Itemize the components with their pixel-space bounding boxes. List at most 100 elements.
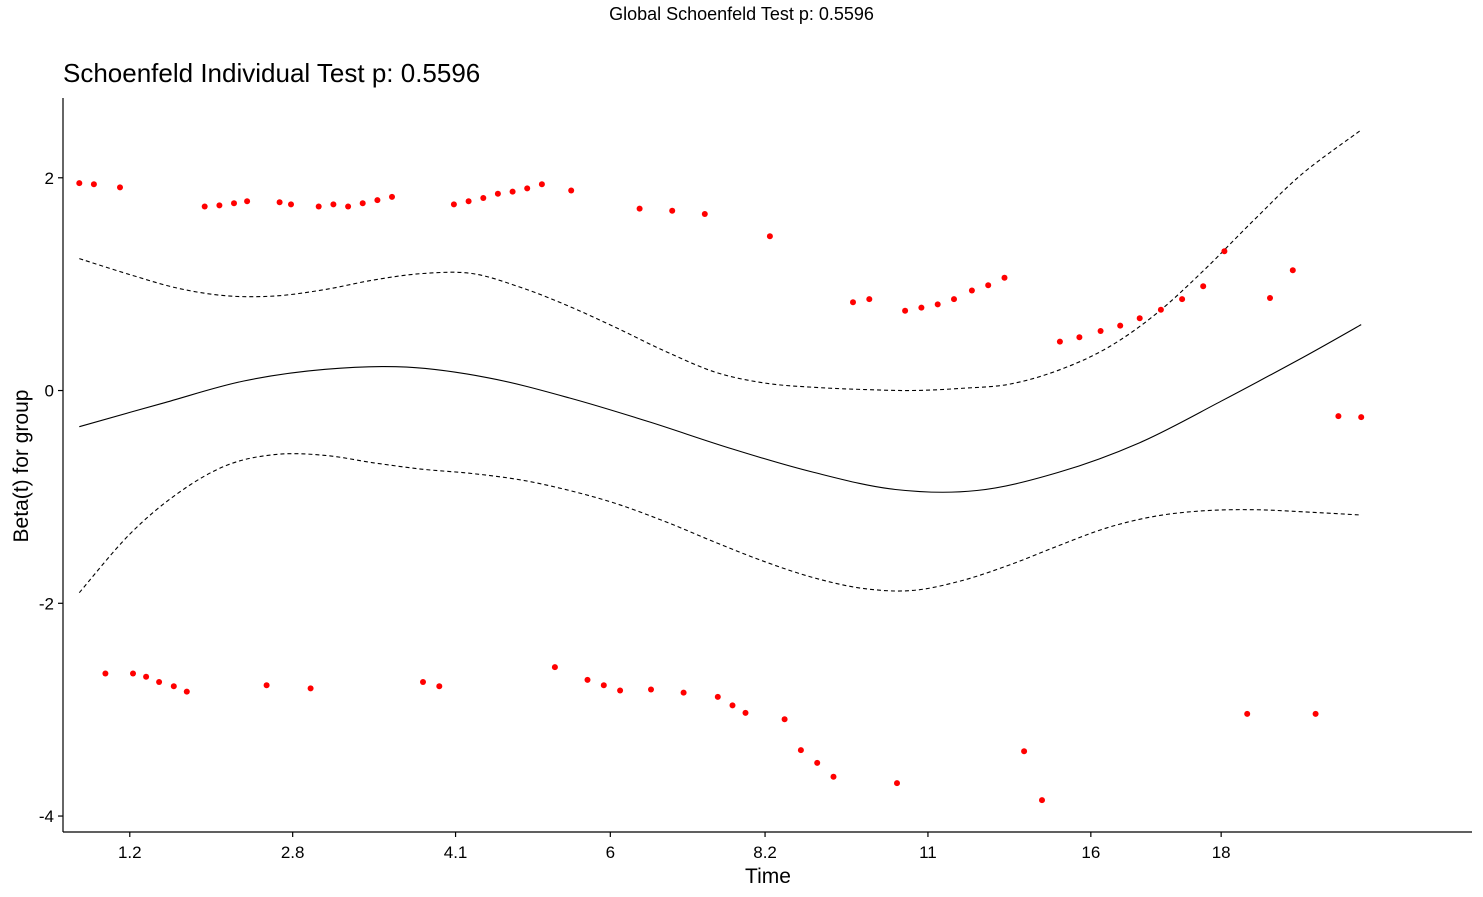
residual-point — [894, 780, 900, 787]
residual-point — [465, 198, 472, 205]
residual-point — [524, 185, 531, 192]
residual-point — [766, 233, 773, 240]
y-tick-label: 2 — [45, 169, 54, 188]
residual-point — [985, 282, 992, 289]
x-tick-label: 16 — [1081, 843, 1100, 862]
residual-point — [551, 664, 558, 671]
residual-point — [918, 304, 925, 311]
residual-point — [1221, 248, 1228, 255]
lower-confidence-band — [78, 453, 1362, 594]
residual-point — [1001, 274, 1008, 281]
x-tick-label: 1.2 — [118, 843, 142, 862]
residual-point — [330, 201, 337, 208]
residual-point — [1312, 710, 1319, 717]
x-tick-label: 2.8 — [281, 843, 305, 862]
residual-point — [648, 686, 654, 693]
residual-point — [420, 679, 426, 685]
residual-point — [1267, 295, 1273, 301]
residual-point — [1117, 322, 1124, 329]
residual-point — [729, 702, 736, 709]
residual-point — [568, 187, 575, 194]
residual-point — [1097, 328, 1104, 334]
residual-point — [117, 184, 123, 191]
residual-point — [143, 673, 150, 680]
residual-point — [183, 688, 190, 695]
residual-point — [1157, 306, 1164, 313]
residual-point — [1358, 414, 1365, 421]
residual-point — [1039, 797, 1045, 804]
y-axis-title: Beta(t) for group — [10, 390, 33, 543]
axes: 2 0 -2 -4 1.2 2.8 4.1 6 8.2 11 16 18 — [39, 98, 1472, 862]
residual-point — [315, 203, 322, 210]
residual-point — [968, 287, 975, 294]
residual-point — [345, 203, 352, 210]
residual-point — [1076, 334, 1083, 341]
residual-point — [170, 683, 177, 690]
residual-point — [156, 679, 163, 685]
residual-point — [1289, 267, 1296, 274]
y-tick-label: -4 — [39, 807, 54, 826]
residual-point — [934, 301, 941, 308]
confidence-bands — [78, 129, 1362, 594]
residual-point — [600, 682, 607, 689]
residual-point — [509, 188, 516, 195]
residual-point — [1244, 710, 1251, 717]
residual-point — [231, 200, 237, 207]
residual-point — [263, 682, 270, 689]
y-tick-label: 0 — [45, 382, 54, 401]
residual-point — [951, 296, 957, 303]
residual-point — [1335, 413, 1342, 420]
residual-point — [90, 181, 97, 188]
upper-confidence-band — [79, 129, 1362, 392]
residual-point — [436, 683, 443, 690]
residual-point — [1179, 296, 1186, 303]
residual-point — [866, 296, 873, 303]
residual-point — [830, 773, 837, 780]
residual-point — [584, 676, 591, 683]
x-axis-title: Time — [745, 865, 791, 888]
residual-point — [244, 198, 251, 205]
x-tick-label: 8.2 — [753, 843, 777, 862]
residual-point — [636, 205, 643, 212]
residual-point — [201, 203, 208, 210]
x-tick-label: 18 — [1212, 843, 1231, 862]
residual-point — [76, 180, 83, 187]
residual-point — [902, 307, 909, 314]
residual-point — [130, 670, 136, 677]
residual-point — [307, 685, 314, 692]
residual-point — [1056, 338, 1063, 345]
residual-point — [288, 201, 294, 208]
residual-point — [680, 689, 687, 696]
residual-point — [617, 687, 624, 694]
plot-title: Schoenfeld Individual Test p: 0.5596 — [63, 58, 481, 88]
y-tick-label: -2 — [39, 594, 54, 613]
residual-point — [359, 200, 366, 207]
residual-point — [389, 193, 395, 200]
residual-point — [742, 709, 749, 716]
residual-point — [374, 197, 381, 204]
residual-point — [781, 716, 788, 723]
residual-point — [814, 759, 821, 766]
residual-point — [797, 747, 804, 754]
x-tick-label: 11 — [919, 843, 937, 862]
residual-point — [1021, 748, 1028, 755]
residual-points — [76, 180, 1365, 804]
residual-point — [450, 201, 457, 208]
residual-point — [1200, 283, 1207, 290]
residual-point — [701, 211, 708, 217]
x-tick-label: 6 — [606, 843, 615, 862]
global-title: Global Schoenfeld Test p: 0.5596 — [609, 4, 874, 24]
residual-point — [480, 195, 487, 201]
residual-point — [669, 207, 676, 214]
residual-point — [102, 670, 109, 677]
residual-point — [276, 199, 283, 206]
residual-point — [714, 693, 721, 700]
fit-line — [79, 324, 1362, 493]
residual-point — [494, 190, 501, 197]
residual-point — [850, 299, 856, 306]
fit-line-group — [79, 324, 1362, 493]
x-tick-label: 4.1 — [444, 843, 468, 862]
residual-point — [1136, 315, 1143, 322]
